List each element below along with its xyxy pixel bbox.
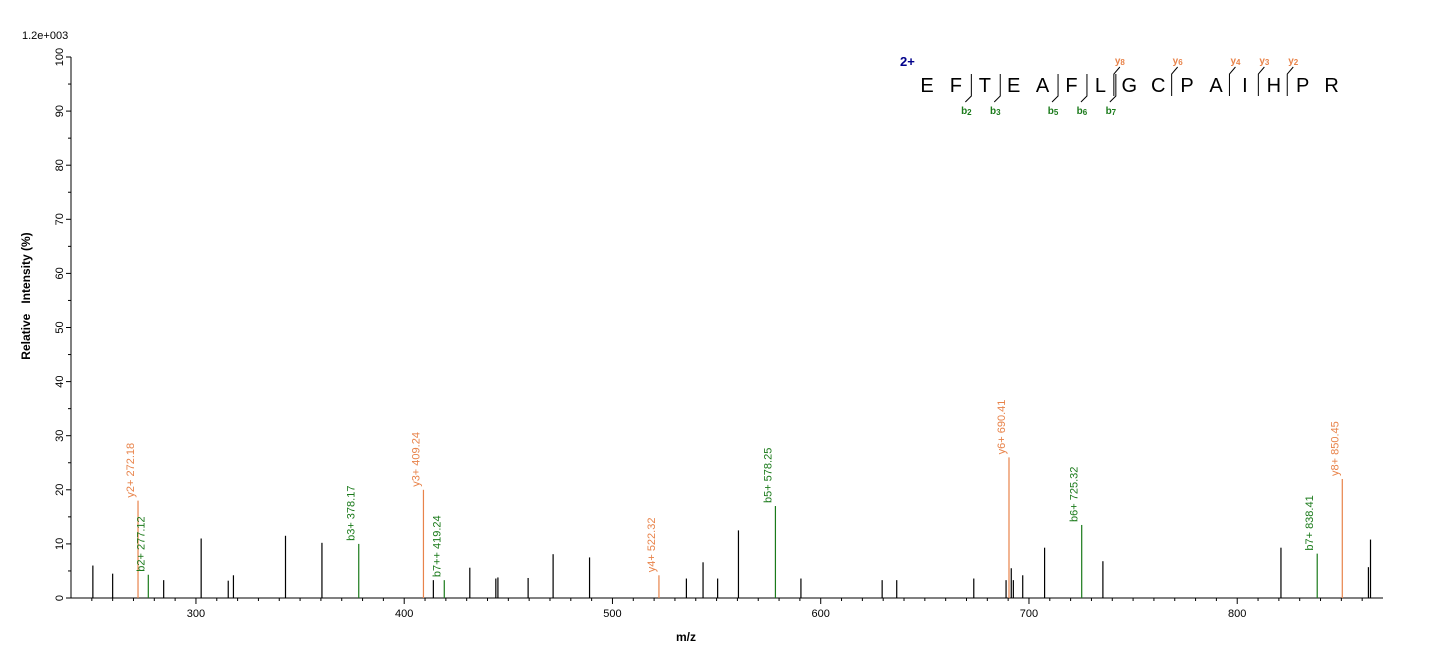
y-tick-label: 80	[54, 159, 66, 171]
y-ion-tag: y4	[1230, 56, 1241, 67]
y-tick-label: 50	[54, 321, 66, 333]
b-ion-cleavage-mark	[1109, 74, 1117, 103]
peak-label: b7+ 838.41	[1304, 495, 1316, 550]
y-tick-label: 40	[54, 375, 66, 387]
b-ion-cleavage-mark	[964, 74, 972, 103]
sequence-residue: P	[1296, 75, 1309, 97]
y-ion-tag: y6	[1173, 56, 1184, 67]
peak-label: y2+ 272.18	[125, 443, 137, 498]
peak-labels: y2+ 272.18 b2+ 277.12 b3+ 378.17 y3+ 409.24…	[125, 400, 1341, 578]
y-ion-tag: y8	[1115, 56, 1126, 67]
intensity-scale-label: 1.2e+003	[22, 30, 68, 42]
y-ion-cleavage-mark	[1228, 66, 1236, 96]
sequence-residue: P	[1180, 75, 1193, 97]
y-ion-cleavage-mark	[1286, 66, 1294, 96]
b-ion-cleavage-mark	[1080, 74, 1088, 103]
y-tick-label: 100	[54, 48, 66, 66]
sequence-residue: G	[1122, 75, 1138, 97]
x-axis-title: m/z	[676, 630, 696, 644]
b-ion-tag: b2	[961, 106, 972, 117]
y-tick-label: 30	[54, 430, 66, 442]
x-tick-label: 300	[187, 608, 205, 620]
peak-bars	[92, 457, 1372, 598]
x-tick-label: 700	[1020, 608, 1038, 620]
sequence-residue: F	[1065, 75, 1077, 97]
peak-label: y4+ 522.32	[646, 518, 658, 573]
b-ion-cleavage-mark	[1051, 74, 1059, 103]
y-tick-label: 60	[54, 267, 66, 279]
y-ion-tag: y3	[1259, 56, 1270, 67]
sequence-residue: H	[1267, 75, 1281, 97]
y-axis: 0 10 20 30 40 50 60 70 80 90 100	[54, 48, 72, 601]
sequence-residue: E	[920, 75, 933, 97]
peak-label: b5+ 578.25	[762, 448, 774, 503]
peak-label: y8+ 850.45	[1329, 421, 1341, 476]
x-tick-label: 400	[395, 608, 413, 620]
sequence-residue: C	[1151, 75, 1165, 97]
y-tick-label: 10	[54, 538, 66, 550]
sequence-residue: F	[950, 75, 962, 97]
y-tick-label: 70	[54, 213, 66, 225]
peak-label: b7++ 419.24	[431, 515, 443, 577]
b-ion-tag: b6	[1077, 106, 1088, 117]
peak-label: y3+ 409.24	[410, 432, 422, 487]
y-ion-cleavage-mark	[1171, 66, 1179, 96]
y-ion-cleavage-mark	[1257, 66, 1265, 96]
peak-label: b6+ 725.32	[1069, 467, 1081, 522]
charge-state: 2+	[900, 54, 915, 69]
y-axis-title: Relative Intensity (%)	[19, 232, 33, 359]
sequence-residue: A	[1036, 75, 1050, 97]
x-tick-label: 500	[603, 608, 621, 620]
y-tick-label: 90	[54, 105, 66, 117]
b-ion-tag: b3	[990, 106, 1001, 117]
sequence-residue: R	[1324, 75, 1338, 97]
peak-label: b3+ 378.17	[346, 486, 358, 541]
y-ion-tag: y2	[1288, 56, 1299, 67]
sequence-residue: I	[1242, 75, 1248, 97]
peak-label: y6+ 690.41	[996, 400, 1008, 455]
x-axis: 300 400 500 600 700 800	[71, 597, 1383, 620]
y-ion-cleavage-mark	[1113, 66, 1121, 96]
b-ion-cleavage-mark	[993, 74, 1001, 103]
b-ion-tag: b7	[1106, 106, 1117, 117]
sequence-residue: T	[979, 75, 991, 97]
x-tick-label: 800	[1228, 608, 1246, 620]
peak-label: b2+ 277.12	[135, 516, 147, 571]
sequence-residue: E	[1007, 75, 1020, 97]
b-ion-tag: b5	[1048, 106, 1059, 117]
x-tick-label: 600	[812, 608, 830, 620]
y-tick-label: 0	[54, 595, 66, 601]
sequence-residue: L	[1095, 75, 1106, 97]
y-tick-label: 20	[54, 484, 66, 496]
sequence-residue: A	[1209, 75, 1223, 97]
